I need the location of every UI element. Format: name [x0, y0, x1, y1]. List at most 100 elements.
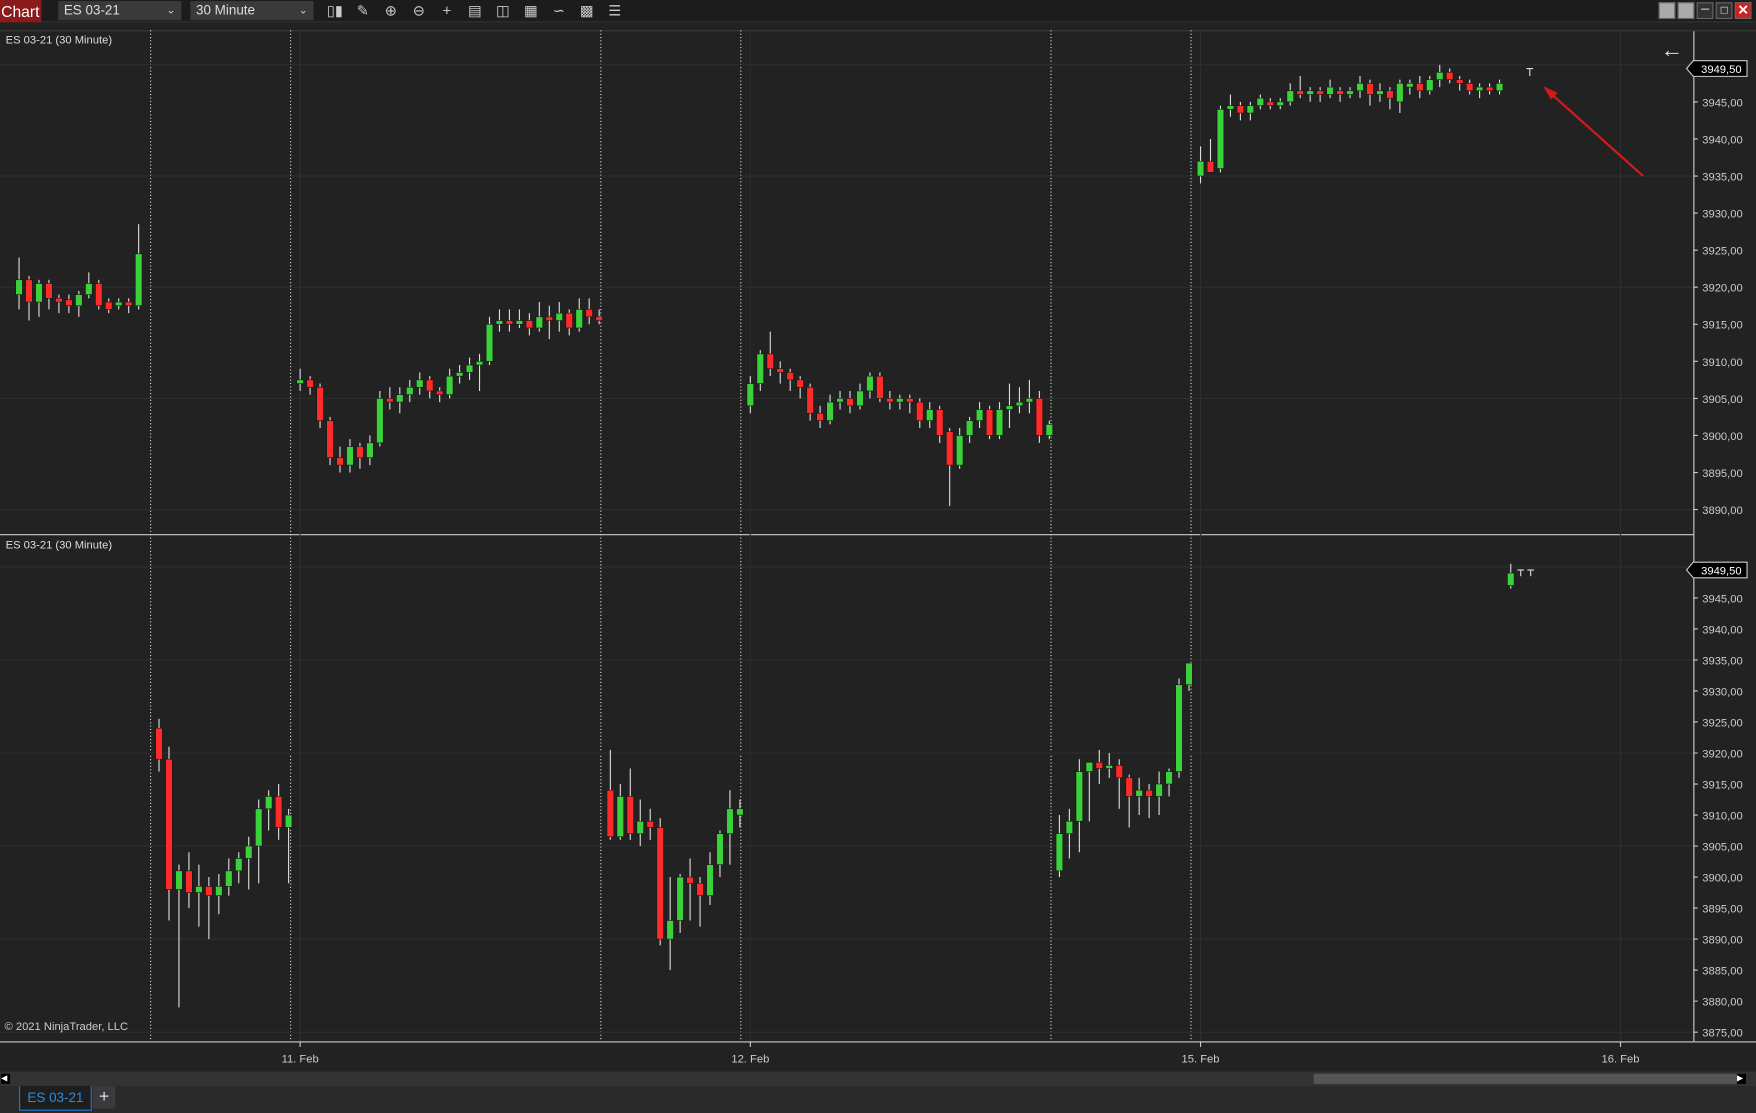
candle-down — [806, 386, 814, 414]
interval-selector[interactable]: 30 Minute ⌄ — [190, 1, 314, 21]
chevron-down-icon: ⌄ — [166, 4, 176, 17]
candle-down — [1316, 90, 1324, 95]
candle-up — [135, 253, 143, 307]
chart-area[interactable]: 11. Feb 12. Feb 15. Feb 16. Feb 3945,00 3940,… — [0, 22, 1756, 1071]
candle-up — [1065, 820, 1074, 834]
candle-up — [726, 808, 734, 834]
y-tick-label: 3915,00 — [1702, 779, 1742, 791]
y-tick-label: 3890,00 — [1702, 935, 1742, 947]
y-tick-label: 3900,00 — [1702, 873, 1742, 885]
horizontal-scrollbar[interactable]: ◀ ▶ — [0, 1071, 1756, 1087]
close-icon[interactable]: ✕ — [1734, 2, 1752, 20]
scrollbar-thumb[interactable] — [1313, 1073, 1737, 1084]
candle-up — [926, 409, 934, 421]
candle-down — [585, 309, 593, 318]
candle-down — [505, 320, 514, 325]
y-tick-label: 3905,00 — [1702, 842, 1742, 854]
back-arrow-icon[interactable]: ← — [1660, 38, 1684, 63]
candle-down — [766, 353, 774, 370]
candle-up — [1226, 105, 1235, 110]
candle-up — [896, 398, 904, 403]
candle-up — [535, 316, 543, 329]
candle-down — [306, 379, 314, 388]
zoom-in-icon[interactable]: ⊕ — [384, 2, 397, 20]
candle-down — [105, 301, 113, 310]
candle-down — [165, 758, 173, 890]
candle-up — [85, 283, 93, 295]
y-tick-label: 3875,00 — [1702, 1028, 1742, 1040]
y-tick-label: 3940,00 — [1702, 624, 1742, 636]
tile-icon[interactable] — [1658, 2, 1676, 20]
candle-up — [746, 383, 754, 407]
candle-up — [575, 309, 583, 329]
candle-down — [274, 796, 283, 828]
candle-down — [1266, 101, 1274, 106]
candle-up — [1196, 160, 1205, 177]
candle-down — [595, 316, 603, 321]
zoom-out-icon[interactable]: ⊖ — [412, 2, 425, 20]
maximize-icon[interactable]: □ — [1715, 2, 1733, 20]
candle-up — [215, 886, 223, 896]
last-price-marker — [1685, 561, 1748, 579]
y-tick-label: 3930,00 — [1702, 209, 1742, 221]
candle-down — [155, 727, 163, 760]
candle-down — [95, 283, 103, 307]
candle-up — [995, 409, 1004, 436]
candle-down — [316, 386, 324, 421]
chart-menu-button[interactable]: Chart — [0, 0, 42, 23]
scroll-right-icon[interactable]: ▶ — [1736, 1073, 1746, 1084]
candle-down — [25, 279, 33, 303]
indicators-icon[interactable]: ▦ — [523, 2, 538, 20]
candle-up — [1175, 684, 1183, 772]
candle-down — [336, 457, 344, 466]
candle-up — [756, 353, 764, 384]
candle-down — [1206, 160, 1215, 173]
last-price-marker — [1685, 60, 1748, 77]
drawn-arrow-head — [1543, 86, 1558, 100]
candle-up — [866, 375, 874, 392]
candle-down — [946, 431, 954, 466]
candle-up — [1155, 783, 1163, 797]
candle-up — [1105, 765, 1113, 769]
candle-up — [346, 446, 354, 466]
candle-up — [416, 379, 424, 388]
candle-up — [1396, 83, 1404, 103]
candle-up — [406, 386, 414, 395]
candle-down — [1386, 90, 1394, 99]
candle-up — [475, 361, 484, 366]
candle-up — [485, 323, 494, 362]
candle-up — [975, 409, 984, 421]
candle-up — [1085, 762, 1093, 772]
candle-up — [1256, 97, 1264, 106]
candle-up — [1246, 105, 1255, 114]
candle-down — [846, 398, 854, 407]
add-tab-button[interactable]: + — [92, 1086, 116, 1109]
candle-down — [1446, 71, 1454, 80]
tile-icon[interactable] — [1677, 2, 1695, 20]
candle-up — [1216, 109, 1225, 169]
candle-down — [1236, 105, 1245, 114]
candle-up — [495, 320, 504, 325]
y-tick-label: 3920,00 — [1702, 283, 1742, 295]
pencil-draw-icon[interactable]: ✎ — [356, 2, 369, 20]
list-icon[interactable]: ☰ — [608, 2, 622, 20]
data-box-icon[interactable]: ▤ — [467, 2, 482, 20]
candle-down — [545, 316, 553, 321]
candle-up — [1346, 90, 1354, 95]
candle-down — [1416, 83, 1424, 92]
crosshair-icon[interactable]: + — [442, 2, 452, 20]
x-tick-label: 12. Feb — [731, 1054, 769, 1066]
candle-up — [1135, 789, 1143, 797]
strategies-icon[interactable]: ∽ — [552, 2, 565, 20]
scroll-left-icon[interactable]: ◀ — [1, 1073, 11, 1084]
y-tick-label: 3920,00 — [1702, 748, 1742, 760]
properties-icon[interactable]: ▩ — [579, 2, 594, 20]
minimize-icon[interactable]: ─ — [1696, 2, 1714, 20]
y-tick-label: 3945,00 — [1702, 593, 1742, 605]
chart-trader-icon[interactable]: ◫ — [495, 2, 510, 20]
bar-type-icon[interactable]: ▯▮ — [326, 2, 343, 20]
candle-up — [35, 283, 43, 303]
tab-es-03-21[interactable]: ES 03-21 — [19, 1086, 92, 1111]
instrument-selector[interactable]: ES 03-21 ⌄ — [58, 1, 182, 21]
